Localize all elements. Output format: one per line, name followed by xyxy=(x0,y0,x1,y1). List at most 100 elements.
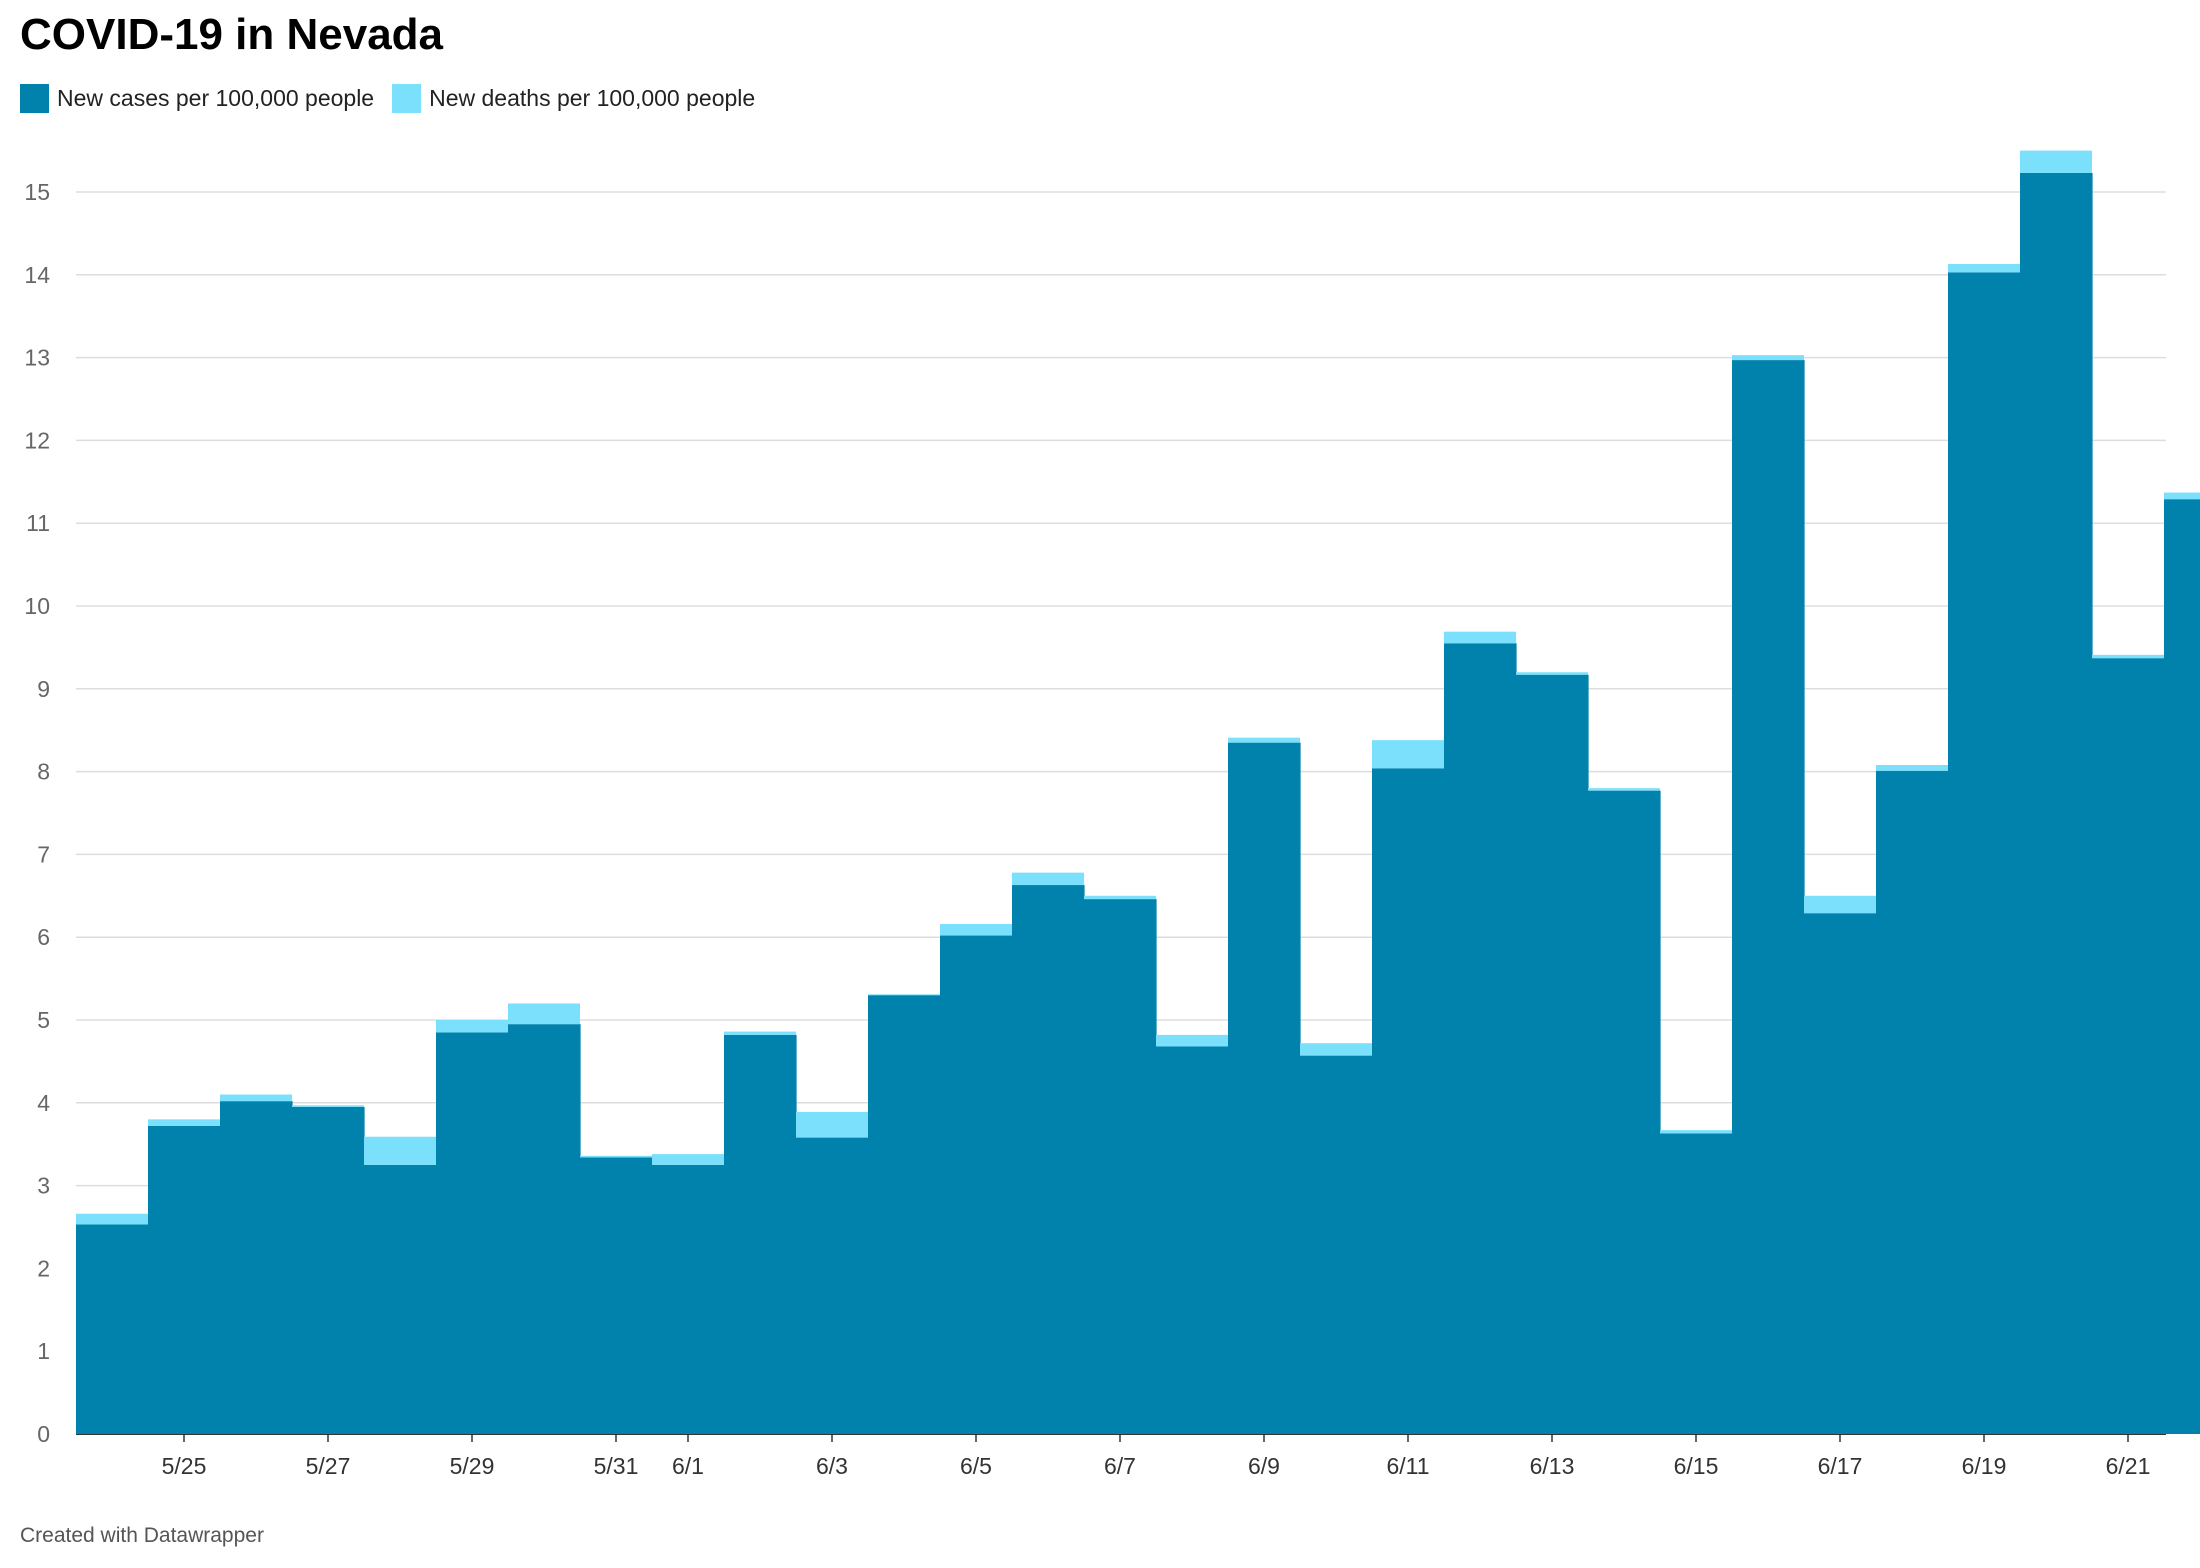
bar-cases-6/5 xyxy=(940,935,1013,1434)
bar-cases-5/26 xyxy=(220,1101,293,1434)
x-tick-label: 6/13 xyxy=(1530,1453,1575,1479)
bar-deaths-5/25 xyxy=(148,1119,220,1126)
legend-swatch-deaths xyxy=(392,84,422,113)
bar-cases-6/15 xyxy=(1660,1133,1733,1434)
bar-cases-5/30 xyxy=(508,1024,581,1434)
x-tick-label: 6/7 xyxy=(1104,1453,1136,1479)
bar-cases-6/20 xyxy=(2020,172,2093,1434)
bar-cases-6/13 xyxy=(1516,674,1589,1434)
y-tick-label: 3 xyxy=(37,1173,50,1199)
bars xyxy=(76,150,2200,1435)
bar-deaths-5/28 xyxy=(364,1136,436,1165)
bar-deaths-6/1 xyxy=(652,1154,724,1165)
bar-cases-6/2 xyxy=(724,1034,797,1434)
y-tick-label: 10 xyxy=(24,593,50,619)
bar-cases-6/4 xyxy=(868,995,941,1434)
y-tick-label: 14 xyxy=(24,262,50,288)
bar-cases-6/14 xyxy=(1588,790,1661,1434)
bar-deaths-6/15 xyxy=(1660,1130,1732,1134)
x-tick-label: 6/15 xyxy=(1674,1453,1719,1479)
bar-deaths-5/26 xyxy=(220,1094,292,1102)
bar-deaths-6/4 xyxy=(868,994,940,996)
bar-cases-6/18 xyxy=(1876,770,1949,1434)
bar-deaths-6/16 xyxy=(1732,355,1804,361)
bar-deaths-6/5 xyxy=(940,923,1012,936)
bar-deaths-6/7 xyxy=(1084,895,1156,900)
legend-label-cases: New cases per 100,000 people xyxy=(57,85,375,111)
legend-item-deaths: New deaths per 100,000 people xyxy=(392,84,755,113)
x-tick-label: 6/19 xyxy=(1962,1453,2007,1479)
bar-cases-6/9 xyxy=(1228,742,1301,1434)
x-tick-label: 5/29 xyxy=(450,1453,495,1479)
bar-cases-6/11 xyxy=(1372,768,1445,1434)
bar-deaths-6/14 xyxy=(1588,788,1660,791)
bar-cases-5/24 xyxy=(76,1224,149,1434)
x-tick-label: 6/3 xyxy=(816,1453,848,1479)
bar-deaths-6/9 xyxy=(1228,737,1300,743)
bar-deaths-6/8 xyxy=(1156,1034,1228,1047)
y-tick-label: 7 xyxy=(37,841,50,867)
bar-deaths-6/2 xyxy=(724,1031,796,1035)
credit-footer: Created with Datawrapper xyxy=(20,1524,264,1547)
legend: New cases per 100,000 people New deaths … xyxy=(20,84,773,113)
chart-title: COVID-19 in Nevada xyxy=(20,10,444,59)
bar-deaths-5/31 xyxy=(580,1155,652,1158)
x-axis-ticks: 5/25 5/27 5/29 5/31 6/1 6/3 6/5 6/7 6/9 6/11 6/13 6… xyxy=(162,1434,2151,1479)
bar-deaths-6/17 xyxy=(1804,895,1876,914)
bar-cases-6/7 xyxy=(1084,899,1157,1434)
x-tick-label: 6/1 xyxy=(672,1453,704,1479)
bar-cases-5/25 xyxy=(148,1125,221,1434)
bar-deaths-5/24 xyxy=(76,1213,148,1225)
bar-cases-6/19 xyxy=(1948,272,2021,1434)
bar-deaths-6/10 xyxy=(1300,1043,1372,1056)
bar-deaths-5/30 xyxy=(508,1003,580,1025)
legend-item-cases: New cases per 100,000 people xyxy=(20,84,374,113)
bar-deaths-6/18 xyxy=(1876,764,1948,771)
y-tick-label: 6 xyxy=(37,924,50,950)
bar-deaths-6/21 xyxy=(2092,654,2164,659)
y-tick-label: 11 xyxy=(26,510,50,536)
bar-cases-6/17 xyxy=(1804,913,1877,1434)
bar-deaths-6/12 xyxy=(1444,631,1516,644)
bar-deaths-5/27 xyxy=(292,1105,364,1107)
x-tick-label: 6/9 xyxy=(1248,1453,1280,1479)
bar-deaths-6/13 xyxy=(1516,672,1588,675)
x-tick-label: 6/17 xyxy=(1818,1453,1863,1479)
bar-cases-6/6 xyxy=(1012,885,1085,1434)
x-tick-label: 5/31 xyxy=(594,1453,639,1479)
x-tick-label: 5/25 xyxy=(162,1453,207,1479)
bar-cases-6/12 xyxy=(1444,643,1517,1434)
bar-deaths-6/6 xyxy=(1012,872,1084,886)
x-tick-label: 6/5 xyxy=(960,1453,992,1479)
legend-label-deaths: New deaths per 100,000 people xyxy=(429,85,756,111)
bar-cases-6/3 xyxy=(796,1137,869,1434)
bar-cases-6/1 xyxy=(652,1164,725,1434)
legend-swatch-cases xyxy=(20,84,49,113)
y-tick-label: 12 xyxy=(24,427,50,453)
bar-cases-6/16 xyxy=(1732,360,1805,1435)
bar-cases-6/8 xyxy=(1156,1046,1229,1434)
y-tick-label: 0 xyxy=(37,1421,50,1447)
y-tick-label: 15 xyxy=(24,179,50,205)
y-tick-label: 8 xyxy=(37,759,50,785)
x-tick-label: 5/27 xyxy=(306,1453,351,1479)
y-tick-label: 4 xyxy=(37,1090,50,1116)
bar-cases-5/31 xyxy=(580,1157,653,1434)
bar-deaths-6/3 xyxy=(796,1111,868,1138)
x-tick-label: 6/11 xyxy=(1386,1453,1429,1479)
bar-cases-5/29 xyxy=(436,1032,509,1434)
y-tick-label: 9 xyxy=(37,676,50,702)
bar-cases-6/10 xyxy=(1300,1055,1373,1434)
x-tick-label: 6/21 xyxy=(2106,1453,2151,1479)
bar-deaths-6/19 xyxy=(1948,264,2020,273)
bar-cases-5/28 xyxy=(364,1164,437,1434)
y-tick-label: 2 xyxy=(37,1255,50,1281)
bar-cases-6/22 xyxy=(2164,499,2200,1434)
bar-deaths-6/20 xyxy=(2020,150,2092,173)
y-tick-label: 5 xyxy=(37,1007,50,1033)
bar-deaths-5/29 xyxy=(436,1020,508,1033)
bar-deaths-6/22 xyxy=(2164,492,2200,500)
y-tick-label: 13 xyxy=(24,345,50,371)
